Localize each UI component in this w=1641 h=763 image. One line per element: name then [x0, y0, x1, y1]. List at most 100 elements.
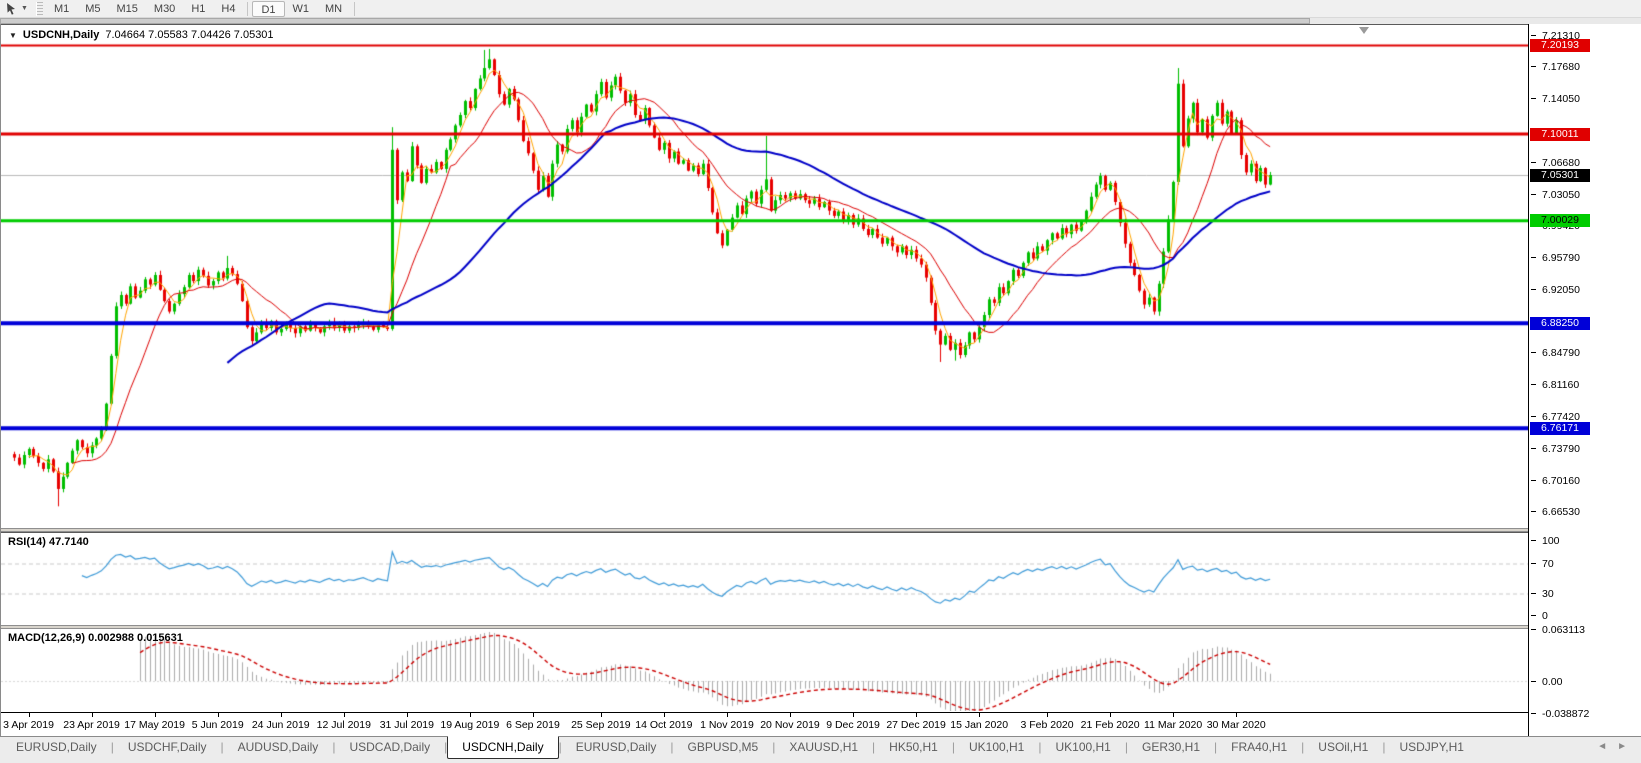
tab-separator: | [444, 740, 448, 754]
rsi-axis-label: 0 [1531, 610, 1548, 622]
tab-scroll-arrows: ◄ ► [1585, 737, 1639, 756]
main-price-panel: ▼ USDCNH,Daily 7.04664 7.05583 7.04426 7… [1, 24, 1528, 528]
time-axis-label: 6 Sep 2019 [506, 719, 560, 731]
tab-separator: | [110, 740, 114, 754]
main-chart-canvas[interactable] [1, 25, 1528, 528]
current-price-label: 7.05301 [1530, 168, 1590, 182]
time-axis-label: 27 Dec 2019 [886, 719, 946, 731]
time-axis-tick [91, 713, 93, 717]
chart-tab-uk100-h1[interactable]: UK100,H1 [968, 740, 1025, 754]
timeframe-button-h4[interactable]: H4 [221, 2, 236, 15]
tab-separator: | [951, 740, 955, 754]
panel-splitter-main-rsi[interactable] [1, 528, 1528, 532]
chart-tab-xauusd-h1[interactable]: XAUUSD,H1 [789, 740, 859, 754]
price-level-label[interactable]: 7.00029 [1530, 214, 1590, 228]
macd-canvas[interactable] [1, 629, 1528, 711]
price-level-label[interactable]: 6.88250 [1530, 316, 1590, 330]
time-axis-tick [469, 713, 471, 717]
time-axis-tick [217, 713, 219, 717]
time-axis-label: 11 Mar 2020 [1144, 719, 1203, 731]
tab-scroll-right-icon[interactable]: ► [1617, 741, 1627, 752]
cursor-tool-button[interactable]: ▼ [0, 1, 33, 17]
tab-separator: | [558, 740, 562, 754]
toolbar-grip[interactable] [35, 1, 43, 16]
time-axis-tick [1173, 713, 1175, 717]
macd-axis-label: 0.063113 [1530, 623, 1586, 636]
price-axis-tick: 7.06680 [1531, 157, 1580, 169]
chart-tab-eurusd-daily[interactable]: EURUSD,Daily [16, 740, 97, 754]
price-axis-tick: 6.95790 [1531, 251, 1580, 264]
chart-tab-hk50-h1[interactable]: HK50,H1 [889, 740, 938, 754]
price-level-label[interactable]: 6.76171 [1530, 421, 1590, 435]
time-axis-label: 20 Nov 2019 [760, 719, 820, 731]
rsi-canvas[interactable] [1, 533, 1528, 625]
chart-tab-gbpusd-m5[interactable]: GBPUSD,M5 [687, 740, 759, 754]
timeframe-button-group: M1 M5 M15 M30 H1 H4 D1 W1 MN [46, 0, 359, 17]
chart-tab-usdjpy-h1[interactable]: USDJPY,H1 [1399, 740, 1464, 754]
tab-separator: | [872, 740, 876, 754]
scrollbar-thumb[interactable] [0, 18, 1310, 24]
rsi-axis-label: 30 [1531, 587, 1554, 600]
tab-scroll-left-icon[interactable]: ◄ [1597, 741, 1608, 752]
price-axis-tick: 7.03050 [1531, 188, 1580, 201]
chart-title: ▼ USDCNH,Daily 7.04664 7.05583 7.04426 7… [9, 29, 274, 41]
chart-tab-usoil-h1[interactable]: USOil,H1 [1318, 740, 1369, 754]
time-axis-label: 15 Jan 2020 [950, 719, 1009, 731]
time-axis-label: 21 Feb 2020 [1080, 719, 1140, 731]
time-axis-label: 3 Feb 2020 [1020, 719, 1074, 731]
chart-tab-eurusd-daily[interactable]: EURUSD,Daily [575, 740, 657, 754]
chart-tab-uk100-h1[interactable]: UK100,H1 [1055, 740, 1111, 754]
chart-horizontal-scrollbar[interactable] [0, 18, 1641, 24]
chart-window: ▼ USDCNH,Daily 7.04664 7.05583 7.04426 7… [0, 24, 1641, 736]
macd-indicator-panel: MACD(12,26,9) 0.002988 0.015631 [1, 629, 1528, 712]
timeframe-button-m1[interactable]: M1 [53, 2, 70, 15]
time-axis-tick [406, 713, 408, 717]
price-axis-tick: 6.92050 [1531, 284, 1580, 297]
time-axis-tick [343, 713, 345, 717]
time-axis-tick [1236, 713, 1238, 717]
price-axis-tick: 6.84790 [1531, 347, 1580, 360]
chart-tab-audusd-daily[interactable]: AUDUSD,Daily [237, 740, 319, 754]
price-level-label[interactable]: 7.10011 [1530, 127, 1590, 141]
timeframe-button-h1[interactable]: H1 [191, 2, 206, 15]
time-axis-tick [663, 713, 665, 717]
panel-splitter-rsi-macd[interactable] [1, 625, 1528, 629]
time-axis-label: 19 Aug 2019 [440, 719, 500, 731]
chart-tab-ger30-h1[interactable]: GER30,H1 [1141, 740, 1201, 754]
tab-separator: | [1124, 740, 1128, 754]
timeframe-button-mn[interactable]: MN [325, 2, 343, 15]
time-axis-label: 1 Nov 2019 [700, 719, 754, 731]
timeframe-button-d1[interactable]: D1 [252, 0, 285, 17]
time-axis-label: 24 Jun 2019 [251, 719, 310, 731]
timeframe-button-w1[interactable]: W1 [292, 2, 310, 15]
timeframe-button-m30[interactable]: M30 [153, 2, 176, 15]
timeframe-button-m5[interactable]: M5 [85, 2, 101, 15]
price-axis-tick: 6.66530 [1531, 506, 1580, 519]
time-axis-label: 14 Oct 2019 [635, 719, 693, 731]
timeframe-button-m15[interactable]: M15 [116, 2, 138, 15]
tab-separator: | [1382, 740, 1386, 754]
chart-tab-usdcad-daily[interactable]: USDCAD,Daily [349, 740, 431, 754]
time-axis: 3 Apr 2019 23 Apr 2019 17 May 2019 5 Jun 20… [1, 712, 1528, 736]
price-axis-tick: 6.73790 [1531, 443, 1580, 455]
time-axis-label: 31 Jul 2019 [379, 719, 434, 731]
chart-tab-bar: EURUSD,Daily | USDCHF,Daily | AUDUSD,Daily | U… [0, 736, 1641, 763]
tab-separator: | [670, 740, 674, 754]
time-axis-tick [532, 713, 534, 717]
one-click-menu-icon[interactable]: ▼ [9, 31, 17, 40]
chevron-down-icon: ▼ [21, 5, 28, 12]
chart-tab-usdchf-daily[interactable]: USDCHF,Daily [127, 740, 207, 754]
time-axis-tick [790, 713, 791, 717]
time-axis-label: 9 Dec 2019 [826, 719, 880, 731]
time-axis-label: 25 Sep 2019 [571, 719, 631, 731]
cursor-crosshair-icon [5, 2, 18, 15]
chart-tab-usdcnh-daily[interactable]: USDCNH,Daily [447, 736, 559, 759]
rsi-axis-label: 100 [1531, 535, 1560, 547]
chart-tab-fra40-h1[interactable]: FRA40,H1 [1231, 740, 1288, 754]
chart-shift-marker-icon[interactable] [1359, 27, 1369, 34]
time-axis-tick [979, 713, 981, 717]
price-level-label[interactable]: 7.20193 [1530, 39, 1590, 52]
price-axis: 7.213107.176807.140507.066807.030506.994… [1528, 24, 1641, 736]
tab-separator: | [1214, 740, 1218, 754]
tab-separator: | [332, 740, 336, 754]
